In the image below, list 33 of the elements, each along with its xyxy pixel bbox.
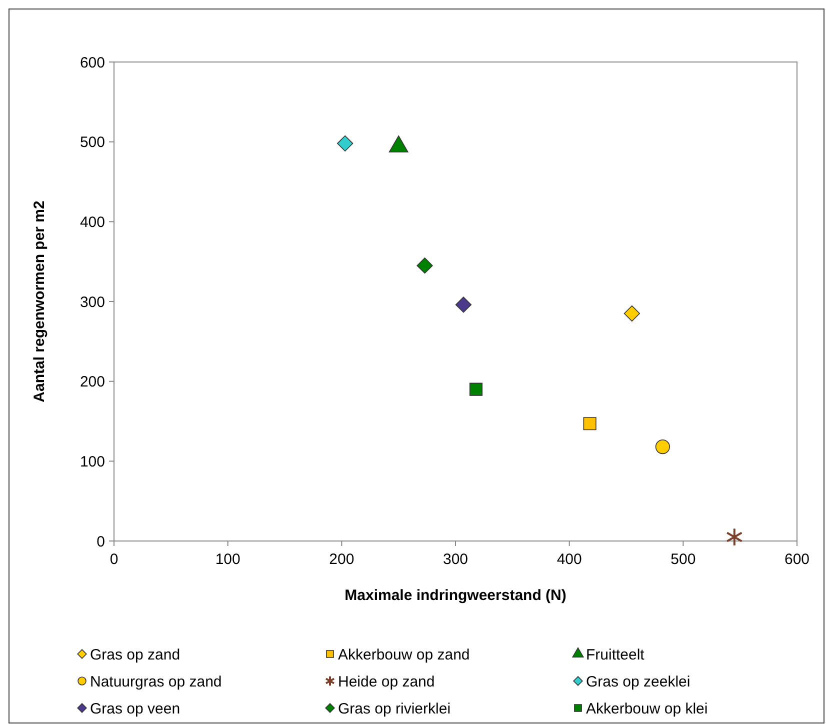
x-tick-label: 200	[329, 551, 354, 568]
legend-label: Gras op zeeklei	[586, 673, 690, 690]
point	[337, 135, 354, 152]
x-axis-title: Maximale indringweerstand (N)	[344, 587, 566, 604]
y-tick-label: 300	[80, 294, 105, 311]
point	[726, 528, 743, 546]
x-tick-label: 400	[556, 551, 582, 568]
legend-label: Akkerbouw op zand	[338, 646, 470, 664]
point	[655, 440, 670, 454]
point	[416, 258, 433, 274]
point	[455, 296, 472, 313]
y-tick-label: 100	[80, 453, 105, 470]
x-tick-label: 500	[670, 551, 696, 568]
legend-label: Heide op zand	[338, 673, 435, 690]
point	[624, 305, 640, 322]
x-tick-label: 100	[215, 551, 240, 568]
y-tick-label: 500	[80, 134, 105, 152]
y-axis-title: Aantal regenwormen per m2	[31, 200, 48, 402]
legend-label: Fruitteelt	[586, 646, 646, 664]
legend-label: Gras op veen	[90, 700, 180, 718]
legend-label: Akkerbouw op klei	[586, 700, 708, 718]
point	[469, 382, 483, 396]
x-tick-label: 300	[442, 551, 468, 568]
y-tick-label: 0	[96, 533, 105, 550]
legend-label: Gras op rivierklei	[338, 700, 451, 718]
point	[583, 417, 596, 430]
x-tick-label: 0	[110, 551, 118, 568]
legend-label: Natuurgras op zand	[90, 673, 222, 690]
x-tick-label: 600	[784, 551, 810, 568]
y-tick-label: 200	[80, 374, 105, 391]
legend-label: Gras op zand	[90, 646, 180, 664]
y-tick-label: 400	[80, 214, 105, 231]
y-tick-label: 600	[80, 54, 105, 72]
